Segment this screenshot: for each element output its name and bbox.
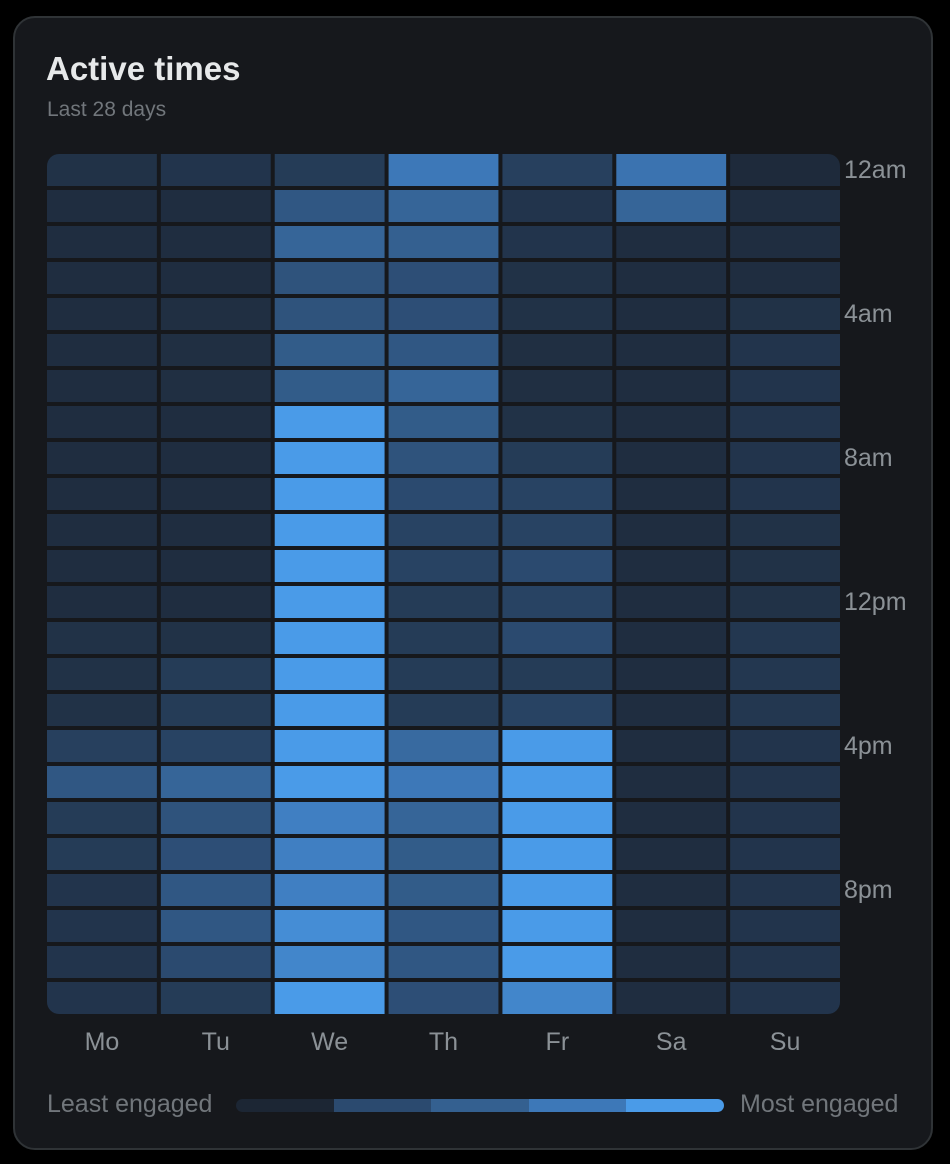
legend-segment [626,1099,724,1112]
card-title: Active times [46,50,241,87]
legend-max-label: Most engaged [740,1090,899,1118]
legend-segment [333,1099,432,1112]
card-subtitle: Last 28 days [47,98,167,121]
legend-segment [236,1099,334,1112]
active-times-card [13,16,933,1150]
engagement-legend-bar [236,1099,724,1112]
legend-segment [528,1099,627,1112]
legend-min-label: Least engaged [47,1090,213,1118]
legend-segment [431,1099,529,1112]
